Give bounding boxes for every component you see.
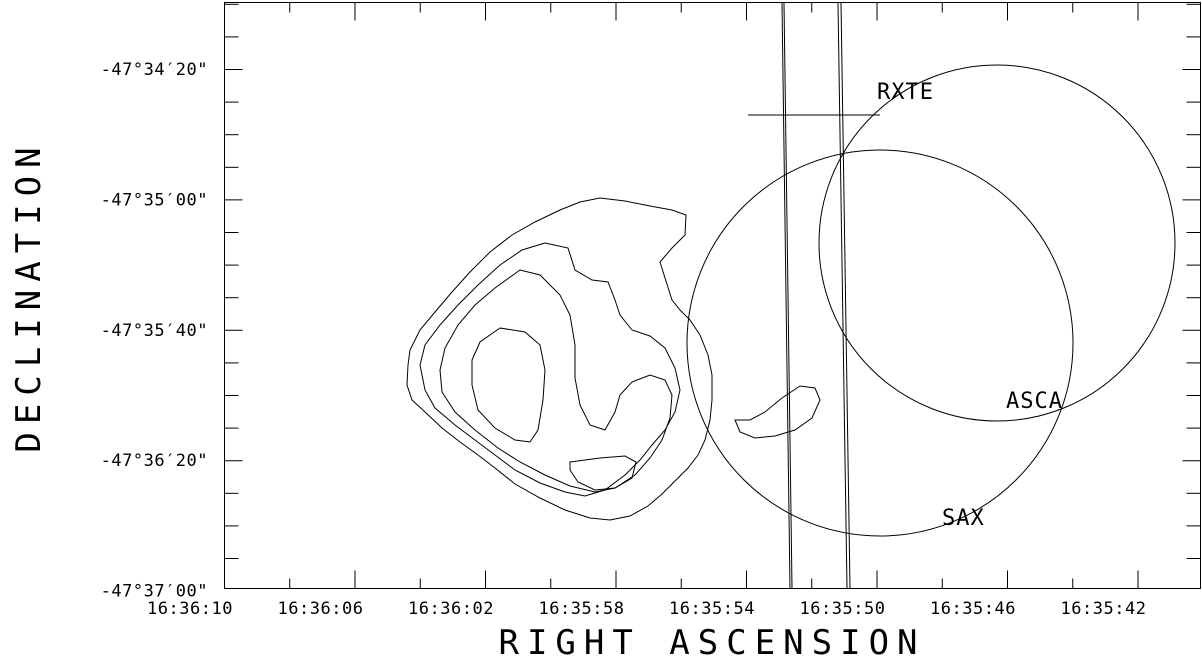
rxte-lines [748,2,880,589]
y-tick-label: -47°37′00" [101,582,208,602]
x-tick-label: 16:36:10 [147,599,233,619]
rxte-line-right-a [837,2,848,589]
contour-outer [406,197,713,521]
annotation-rxte: RXTE [877,80,934,105]
x-tick-label: 16:36:06 [278,599,364,619]
plot-frame [224,2,1201,589]
contour-inner-1 [471,327,546,443]
x-tick-label: 16:35:50 [800,599,886,619]
contours [406,197,821,521]
y-tick-labels: -47°34′20" -47°35′00" -47°35′40" -47°36′20"… [101,60,208,602]
x-tick-label: 16:35:58 [539,599,625,619]
y-tick-label: -47°36′20" [101,451,208,471]
annotation-asca: ASCA [1006,389,1063,414]
y-axis-title: DECLINATION [9,139,49,452]
x-ticks [224,2,1139,589]
y-tick-label: -47°35′00" [101,190,208,210]
rxte-line-left-a [781,2,791,589]
asca-circle [818,64,1176,422]
contour-level-2 [419,242,681,497]
rxte-line-left-b [783,2,793,589]
rxte-line-right-b [840,2,851,589]
contour-level-3 [439,269,673,493]
y-tick-label: -47°35′40" [101,321,208,341]
x-axis-title: RIGHT ASCENSION [498,623,925,661]
contour-inner-2 [569,455,637,491]
sax-circle [686,149,1074,537]
contour-blob [734,385,821,439]
y-ticks [224,3,1201,559]
x-tick-label: 16:35:54 [669,599,755,619]
x-tick-labels: 16:36:10 16:36:06 16:36:02 16:35:58 16:35:54… [147,599,1146,619]
error-circles [686,64,1176,537]
annotation-sax: SAX [942,506,985,531]
y-tick-label: -47°34′20" [101,60,208,80]
x-tick-label: 16:35:42 [1061,599,1147,619]
x-tick-label: 16:36:02 [408,599,494,619]
x-tick-label: 16:35:46 [930,599,1016,619]
